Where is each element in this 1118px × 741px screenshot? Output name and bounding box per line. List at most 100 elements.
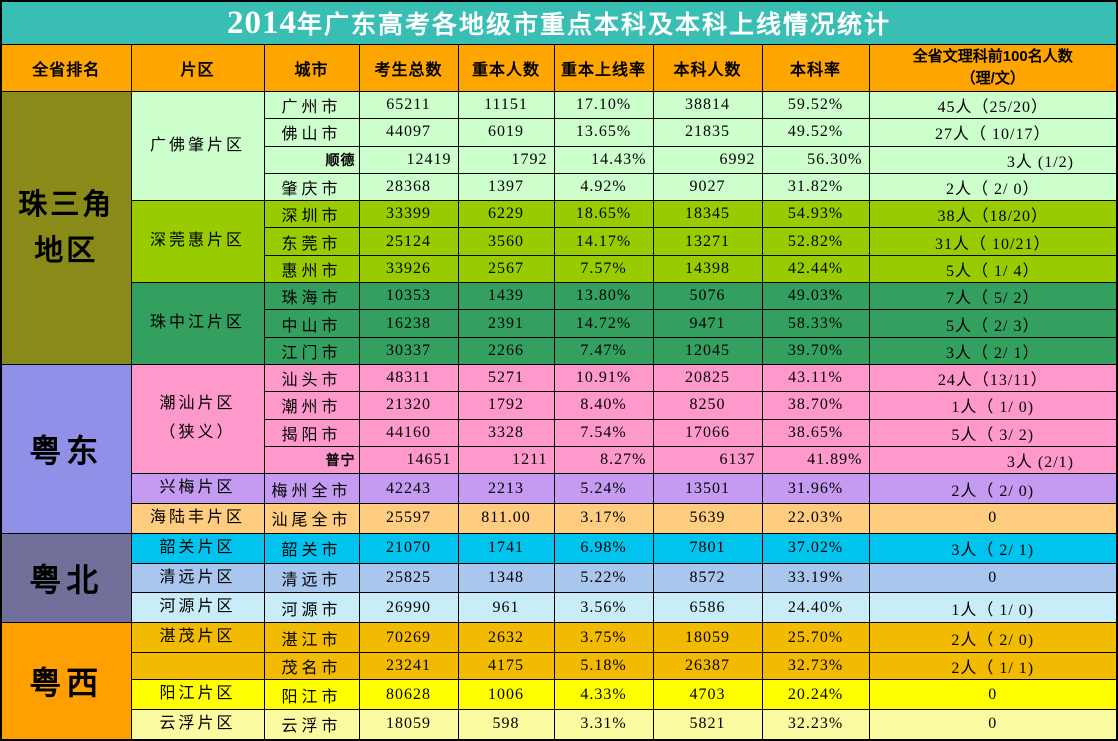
top100-cell: 3人 (2/1) (868, 445, 1118, 475)
city-cell: 惠州市 (263, 254, 360, 284)
tier1-rate-cell: 5.24% (553, 473, 654, 504)
undergrad-rate-cell: 37.02% (761, 532, 870, 564)
undergrad-rate-cell: 38.70% (761, 391, 870, 420)
city-cell: 湛江市 (263, 622, 360, 653)
undergrad-rate-cell: 43.11% (761, 363, 870, 393)
table-row: 河源片区 河源市 26990 961 3.56% 6586 24.40% 1人（ 1/ 0) (1, 592, 1118, 624)
undergrad-count-cell: 21835 (652, 118, 763, 147)
undergrad-count-cell: 12045 (652, 336, 763, 365)
tier1-count-cell: 4175 (457, 651, 555, 681)
table-row: 肇庆市 28368 1397 4.92% 9027 31.82% 2人（ 2/ 0） (1, 172, 1118, 202)
city-cell: 东莞市 (263, 227, 360, 256)
table-row: 粤西 湛茂片区 湛江市 70269 2632 3.75% 18059 25.70% 2人（ 2/… (0, 622, 1118, 741)
tier1-rate-cell: 5.22% (553, 562, 654, 594)
tier1-count-cell: 3328 (457, 418, 555, 447)
city-cell: 阳江市 (263, 679, 360, 711)
city-cell: 珠海市 (263, 282, 360, 311)
candidates-cell: 12419 (358, 145, 459, 174)
top100-cell: 2人（ 2/ 0) (868, 622, 1118, 653)
candidates-cell: 30337 (358, 336, 459, 365)
table-row: 深莞惠片区 深圳市 33399 6229 18.65% 18345 54.93% 38人（18… (1, 200, 1118, 284)
candidates-cell: 14651 (358, 445, 459, 475)
undergrad-rate-cell: 49.03% (761, 282, 870, 311)
title-row: 2014年广东高考各地级市重点本科及本科上线情况统计 (0, 0, 1118, 45)
undergrad-count-cell: 4703 (652, 679, 763, 711)
undergrad-count-cell: 5821 (652, 709, 763, 741)
candidates-cell: 25124 (358, 227, 459, 256)
table-row: 惠州市 33926 2567 7.57% 14398 42.44% 5人（ 1/ 4） (1, 254, 1118, 284)
tier1-rate-cell: 7.57% (553, 254, 654, 284)
tier1-rate-cell: 5.18% (553, 651, 654, 681)
undergrad-count-cell: 20825 (652, 363, 763, 393)
table-row: 珠三角 地区 广佛肇片区 广州市 65211 11151 17.10% 38814 59.52… (0, 90, 1118, 365)
tier1-rate-cell: 7.54% (553, 418, 654, 447)
undergrad-rate-cell: 38.65% (761, 418, 870, 447)
undergrad-count-cell: 13501 (652, 473, 763, 504)
table-row: 海陆丰片区 汕尾全市 25597 811.00 3.17% 5639 22.03% 0 (1, 502, 1118, 534)
tier1-rate-cell: 4.92% (553, 172, 654, 202)
city-cell: 揭阳市 (263, 418, 360, 447)
col-header-city: 城市 (263, 44, 360, 92)
undergrad-count-cell: 6586 (652, 592, 763, 624)
top100-cell: 3人（ 2/ 1） (868, 336, 1118, 365)
candidates-cell: 21320 (358, 391, 459, 420)
table-row: 云浮片区 云浮市 18059 598 3.31% 5821 32.23% 0 (1, 709, 1118, 741)
tier1-count-cell: 1439 (457, 282, 555, 311)
undergrad-rate-cell: 54.93% (761, 200, 870, 229)
tier1-rate-cell: 13.80% (553, 282, 654, 311)
col-header-undergrad-rate: 本科率 (761, 44, 870, 92)
top100-cell: 24人（13/11） (868, 363, 1118, 393)
table-row: 粤东 潮汕片区 （狭义） 汕头市 48311 5271 10.91% 20825 43.11%… (0, 363, 1118, 534)
undergrad-rate-cell: 56.30% (761, 145, 870, 174)
undergrad-count-cell: 5076 (652, 282, 763, 311)
top100-cell: 0 (868, 562, 1118, 594)
top100-cell: 2人（ 1/ 1) (868, 651, 1118, 681)
tier1-rate-cell: 4.33% (553, 679, 654, 711)
table-row: 顺德 12419 1792 14.43% 6992 56.30% 3人 (1/2) (1, 145, 1118, 174)
undergrad-rate-cell: 33.19% (761, 562, 870, 594)
tier1-rate-cell: 17.10% (553, 90, 654, 120)
undergrad-count-cell: 7801 (652, 532, 763, 564)
table-row: 兴梅片区 梅州全市 42243 2213 5.24% 13501 31.96% 2人（ 2/ … (1, 473, 1118, 504)
tier1-rate-cell: 13.65% (553, 118, 654, 147)
undergrad-count-cell: 18059 (652, 622, 763, 653)
candidates-cell: 21070 (358, 532, 459, 564)
candidates-cell: 80628 (358, 679, 459, 711)
tier1-rate-cell: 3.31% (553, 709, 654, 741)
table-row: 清远片区 清远市 25825 1348 5.22% 8572 33.19% 0 (1, 562, 1118, 594)
table-title: 2014年广东高考各地级市重点本科及本科上线情况统计 (0, 0, 1118, 45)
region-cell: 粤北 (0, 532, 132, 624)
district-cell: 海陆丰片区 (130, 502, 265, 534)
city-cell: 江门市 (263, 336, 360, 365)
tier1-count-cell: 1348 (457, 562, 555, 594)
col-header-top100: 全省文理科前100名人数 （理/文） (868, 44, 1118, 92)
col-header-tier1-rate: 重本上线率 (553, 44, 654, 92)
tier1-rate-cell: 14.72% (553, 309, 654, 338)
undergrad-rate-cell: 32.23% (761, 709, 870, 741)
undergrad-count-cell: 6137 (652, 445, 763, 475)
city-cell: 清远市 (263, 562, 360, 594)
candidates-cell: 65211 (358, 90, 459, 120)
candidates-cell: 26990 (358, 592, 459, 624)
tier1-count-cell: 2632 (457, 622, 555, 653)
top100-cell: 0 (868, 502, 1118, 534)
top100-cell: 2人（ 2/ 0） (868, 172, 1118, 202)
table-row: 揭阳市 44160 3328 7.54% 17066 38.65% 5人（ 3/ 2) (1, 418, 1118, 447)
city-cell: 普宁 (263, 445, 360, 475)
undergrad-count-cell: 14398 (652, 254, 763, 284)
tier1-count-cell: 1792 (457, 145, 555, 174)
district-cell: 清远片区 (130, 562, 265, 594)
undergrad-rate-cell: 59.52% (761, 90, 870, 120)
tier1-count-cell: 2391 (457, 309, 555, 338)
table-row: 粤北 韶关片区 韶关市 21070 1741 6.98% 7801 37.02% 3人（ 2/ … (0, 532, 1118, 624)
city-cell: 汕尾全市 (263, 502, 360, 534)
undergrad-rate-cell: 52.82% (761, 227, 870, 256)
tier1-rate-cell: 8.27% (553, 445, 654, 475)
candidates-cell: 25597 (358, 502, 459, 534)
top100-cell: 5人（ 2/ 3） (868, 309, 1118, 338)
district-cell: 珠中江片区 (130, 282, 265, 365)
table-row: 阳江片区 阳江市 80628 1006 4.33% 4703 20.24% 0 (1, 679, 1118, 711)
header-row: 全省排名 片区 城市 考生总数 重本人数 重本上线率 本科人数 本科率 全省文理… (0, 44, 1118, 92)
top100-cell: 27人（ 10/17） (868, 118, 1118, 147)
undergrad-rate-cell: 31.82% (761, 172, 870, 202)
